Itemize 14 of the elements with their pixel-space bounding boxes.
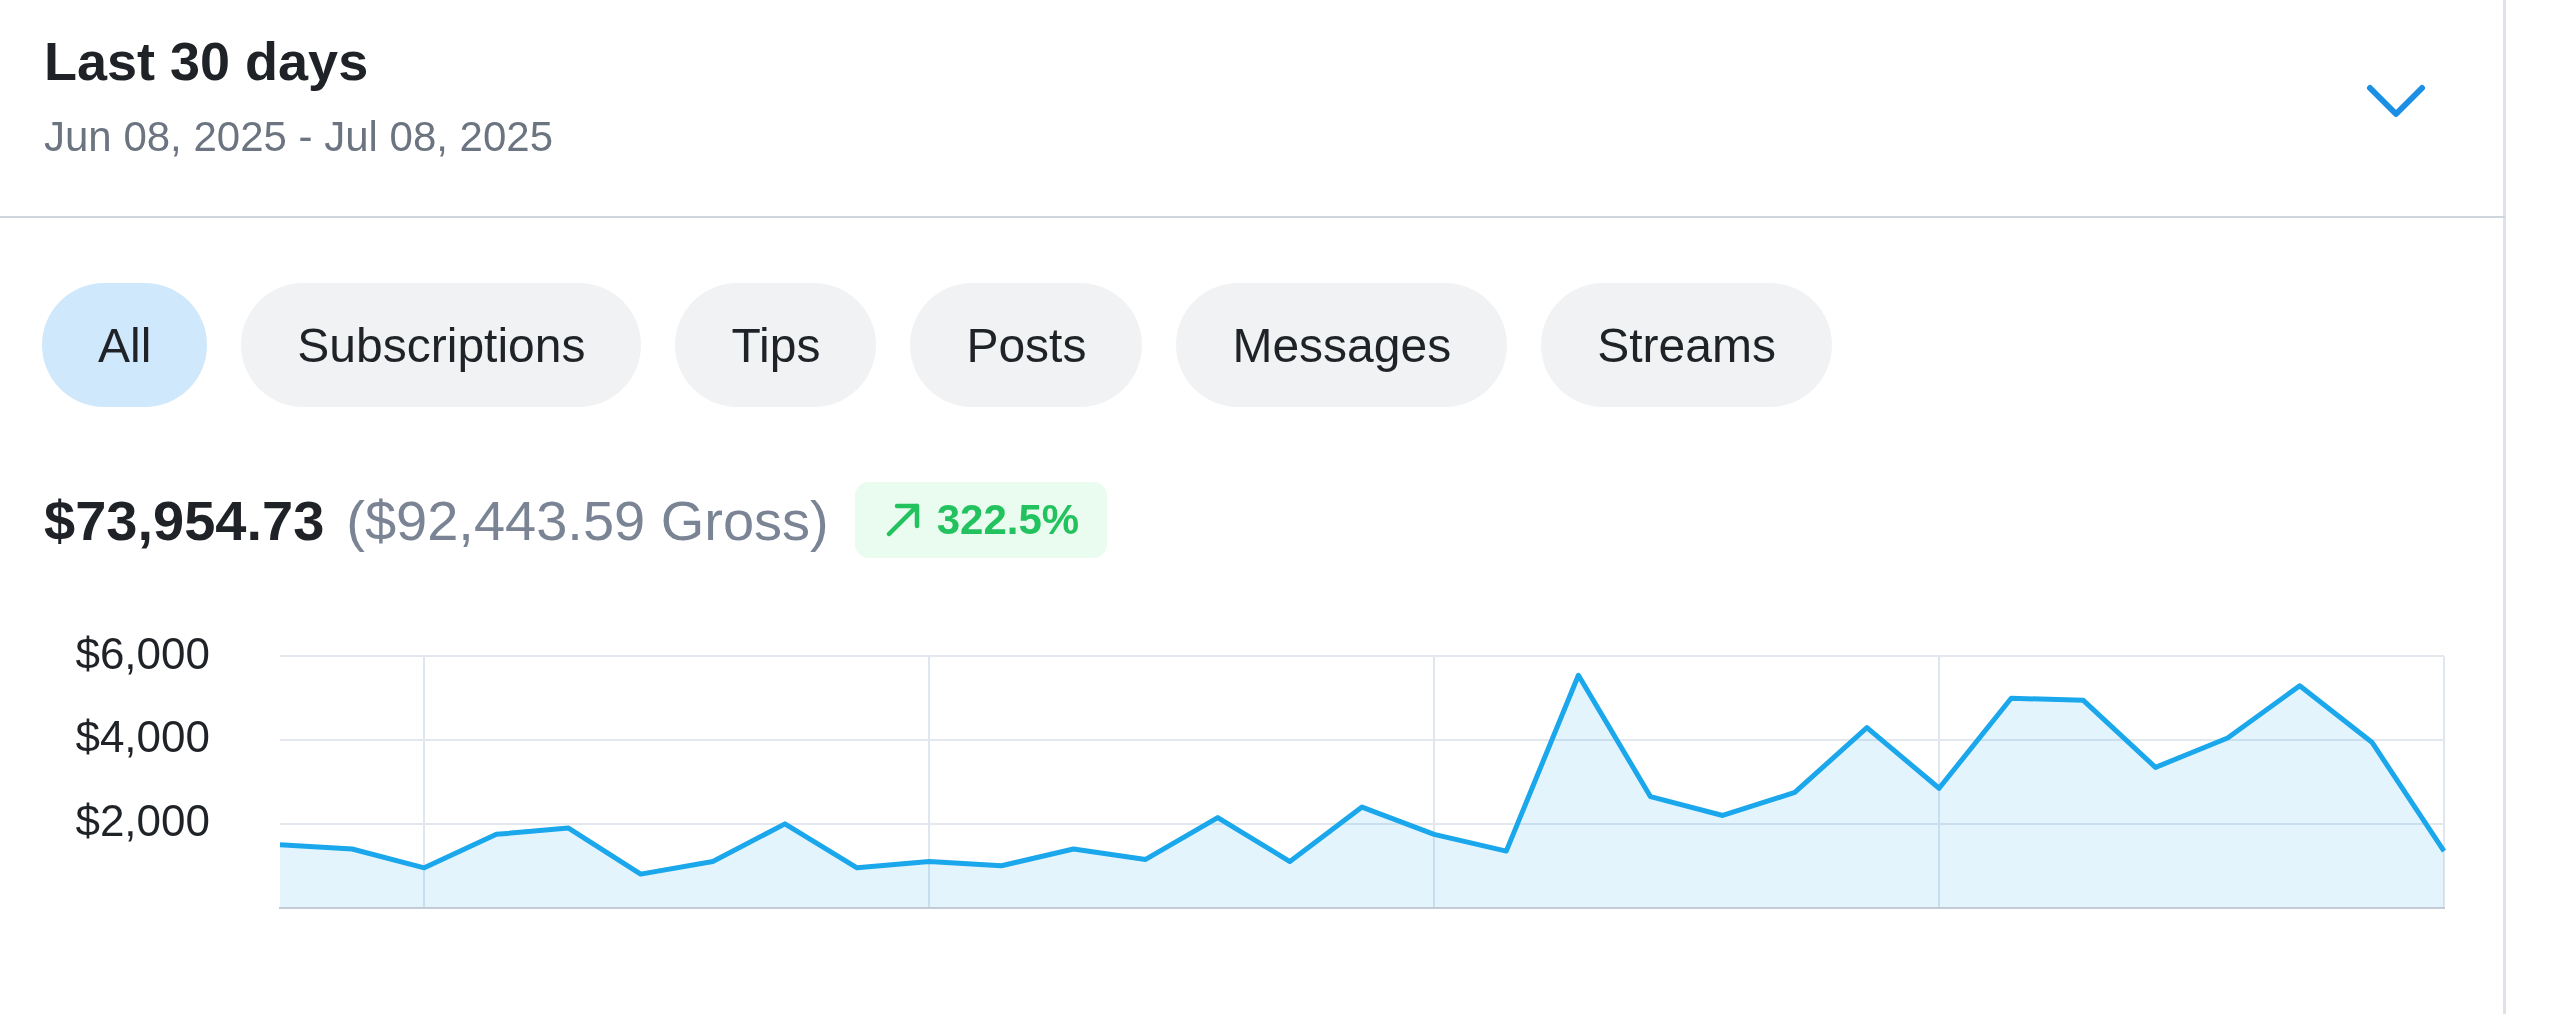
chart-title: Last 30 days — [44, 30, 369, 92]
text: ($92,443.59 Gross) — [346, 487, 829, 553]
chart-subtitle: Jun 08, 2025 - Jul 08, 2025 — [44, 113, 554, 161]
text: Messages — [1176, 283, 1508, 407]
y-tick-label: $2,000 — [75, 796, 210, 846]
text: All — [42, 283, 208, 407]
text: Posts — [910, 283, 1143, 407]
text: $73,954.73 — [44, 487, 325, 553]
text: Streams — [1541, 283, 1832, 407]
text: Tips — [675, 283, 877, 407]
y-tick-label: $4,000 — [75, 712, 210, 762]
y-tick-label: $6,000 — [75, 628, 210, 678]
text: Subscriptions — [241, 283, 642, 407]
text: 322.5% — [936, 496, 1080, 544]
